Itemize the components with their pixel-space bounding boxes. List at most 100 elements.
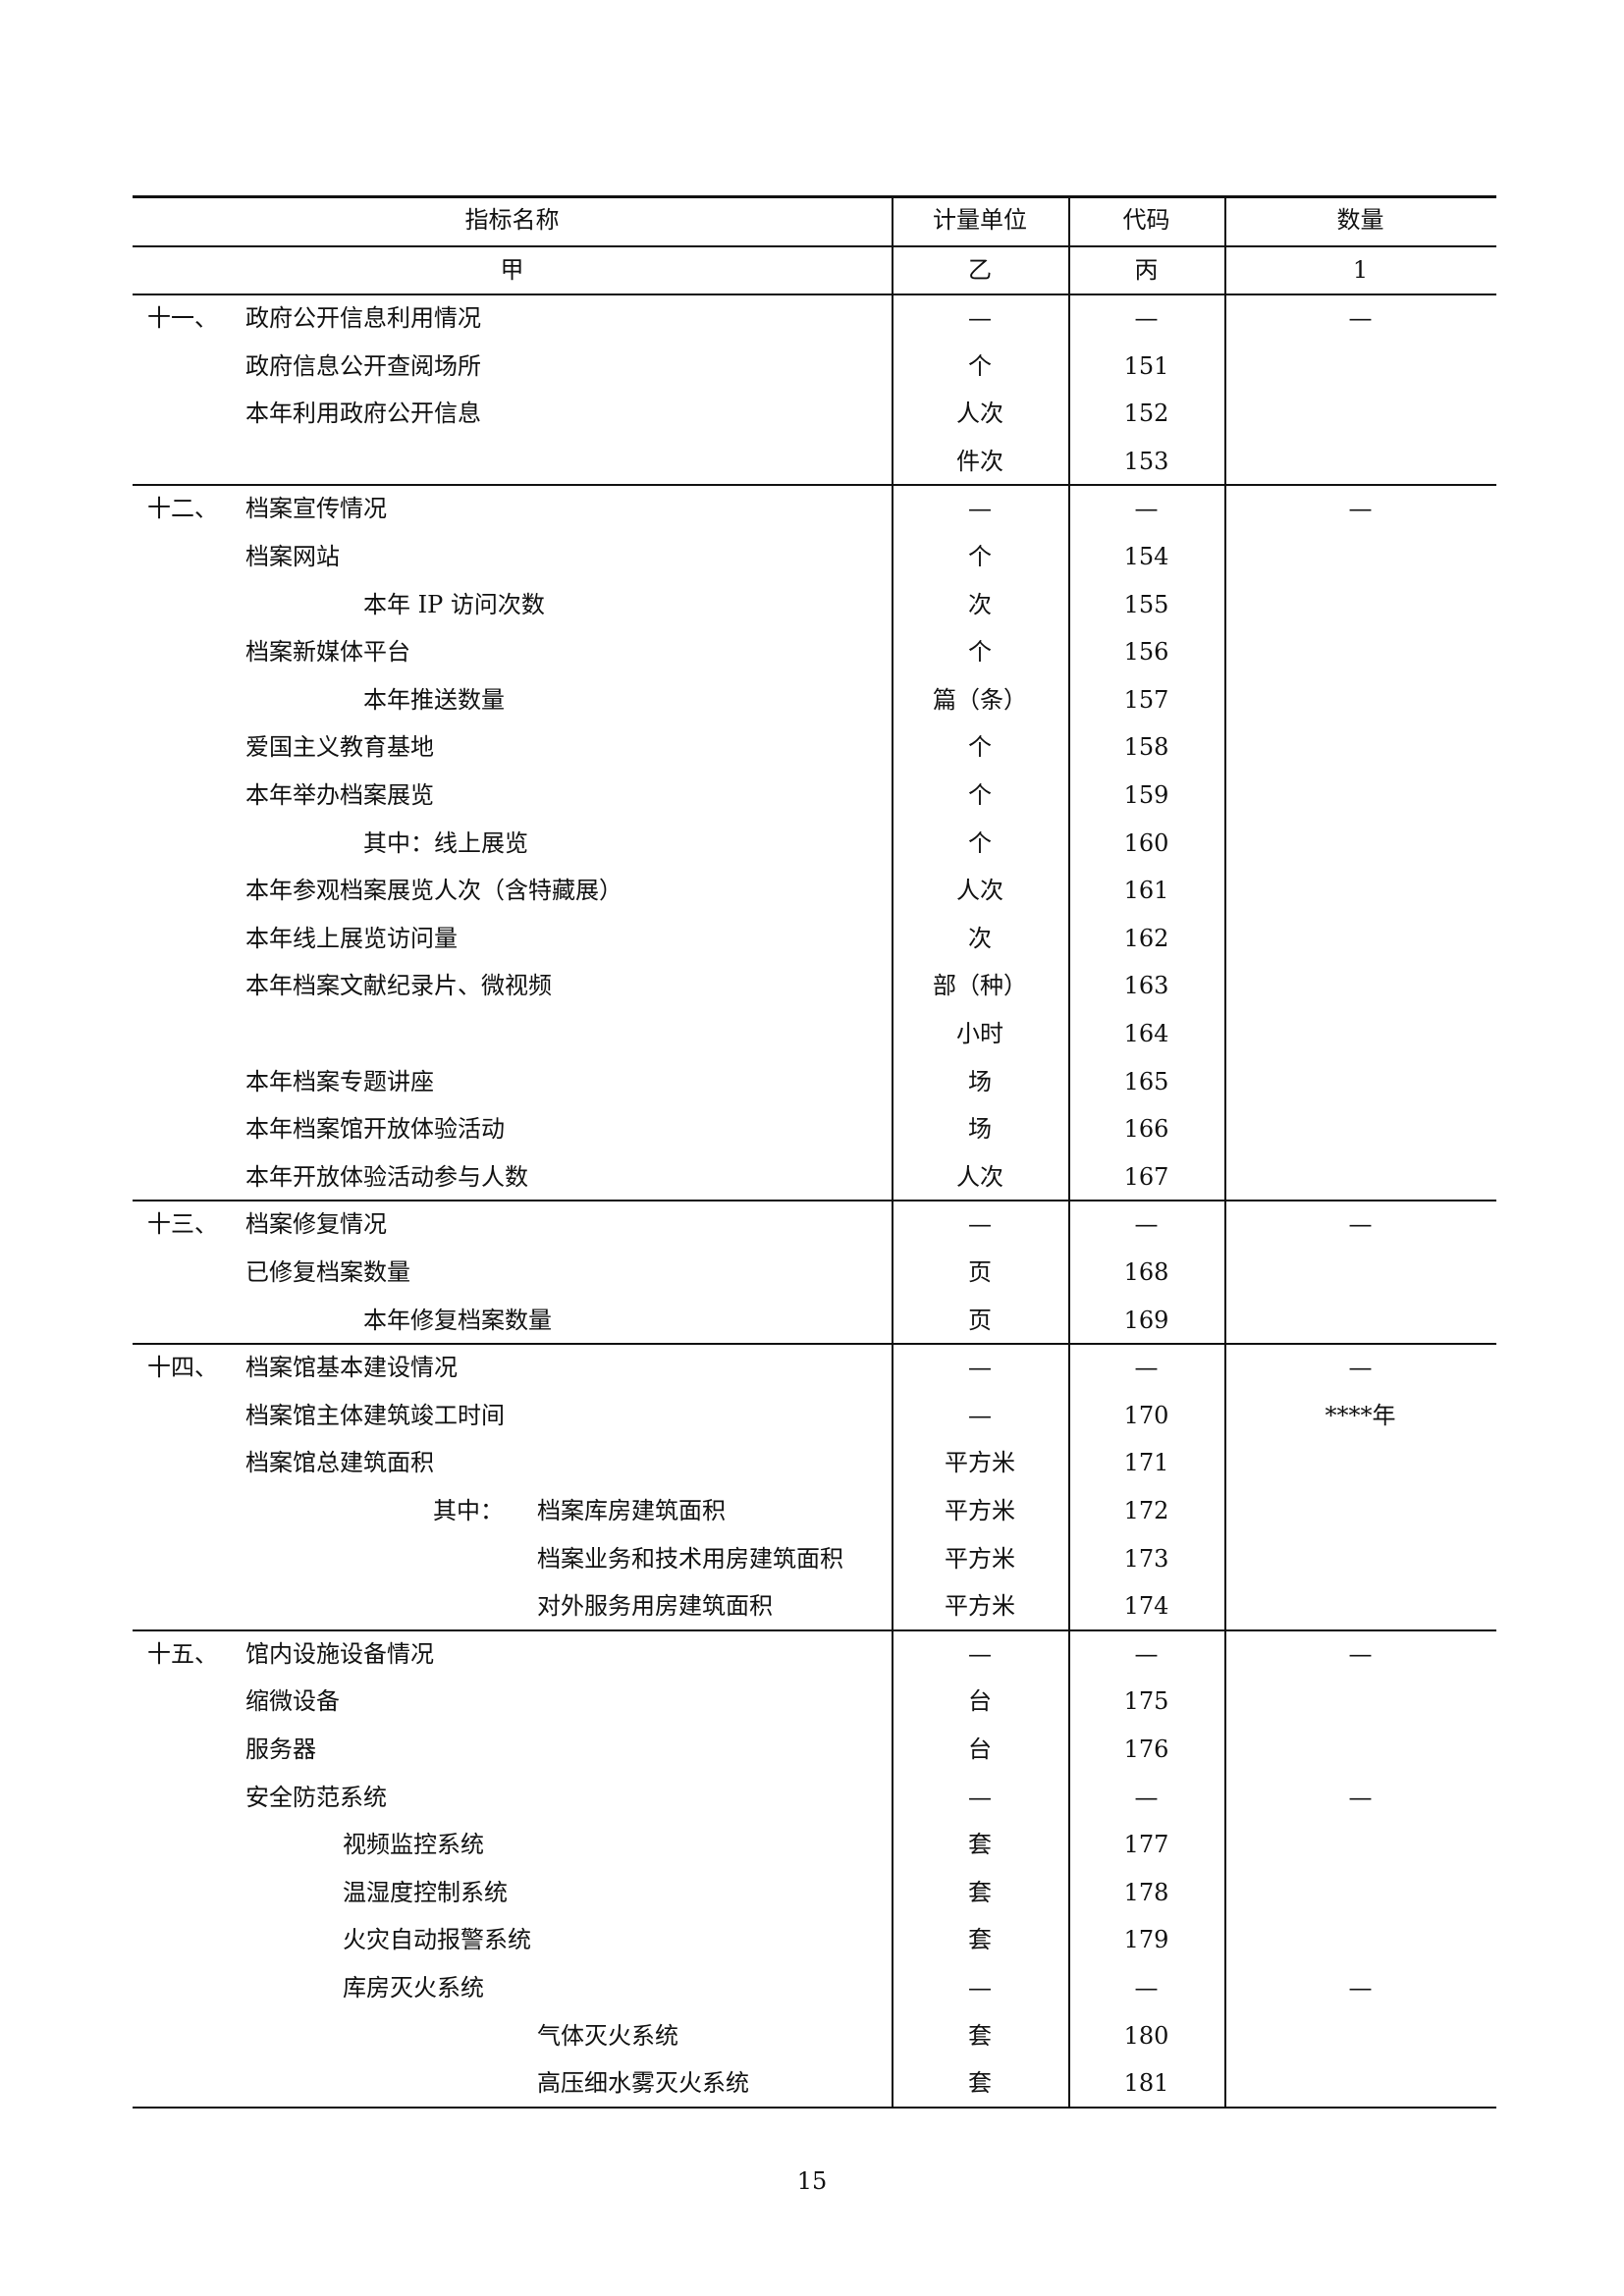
section-rule — [133, 1343, 1496, 1346]
unit: 套 — [968, 1831, 992, 1859]
unit: 台 — [968, 1735, 992, 1763]
quantity: — — [1348, 1639, 1373, 1668]
table-row: 档案新媒体平台 个 156 — [133, 628, 1496, 676]
code-yi: 乙 — [968, 256, 992, 284]
unit: 平方米 — [945, 1592, 1015, 1621]
code: 164 — [1123, 1020, 1169, 1047]
code: 162 — [1123, 924, 1169, 952]
code: 176 — [1123, 1735, 1169, 1763]
table-row: 对外服务用房建筑面积 平方米 174 — [133, 1582, 1496, 1630]
unit: 平方米 — [945, 1544, 1015, 1573]
unit: 场 — [968, 1115, 992, 1144]
indicator-name: 本年档案专题讲座 — [245, 1067, 434, 1095]
unit: 次 — [968, 590, 992, 618]
code-1: 1 — [1352, 256, 1369, 284]
indicator-name: 档案修复情况 — [245, 1210, 387, 1239]
table-row: 政府信息公开查阅场所 个 151 — [133, 343, 1496, 391]
table-row: 本年档案文献纪录片、微视频 部（种） 163 — [133, 962, 1496, 1010]
quantity: — — [1348, 495, 1373, 523]
code: 179 — [1123, 1926, 1169, 1954]
table-row: 本年档案专题讲座 场 165 — [133, 1058, 1496, 1106]
header-bottom-rule — [133, 294, 1496, 295]
unit: — — [968, 304, 992, 332]
indicator-name: 气体灭火系统 — [537, 2021, 678, 2050]
header-row: 指标名称 计量单位 代码 数量 — [133, 195, 1496, 245]
table-row: 本年档案馆开放体验活动 场 166 — [133, 1105, 1496, 1153]
unit: — — [968, 1210, 992, 1239]
header-quantity: 数量 — [1336, 206, 1384, 234]
table-row: 温湿度控制系统 套 178 — [133, 1869, 1496, 1917]
table-row: 缩微设备 台 175 — [133, 1678, 1496, 1726]
section-rule — [133, 1629, 1496, 1631]
unit: 个 — [968, 543, 992, 570]
code: 173 — [1123, 1544, 1169, 1573]
indicator-name: 本年 IP 访问次数 — [363, 590, 545, 618]
unit: 件次 — [956, 447, 1003, 475]
code: 160 — [1123, 828, 1169, 857]
indicator-name: 其中：线上展览 — [363, 828, 528, 857]
indicator-name: 缩微设备 — [245, 1687, 340, 1716]
code: 172 — [1123, 1497, 1169, 1524]
unit: 页 — [968, 1306, 992, 1334]
unit: 部（种） — [933, 972, 1027, 1000]
indicator-name: 本年档案文献纪录片、微视频 — [245, 972, 552, 1000]
code: — — [1134, 304, 1159, 332]
indicator-name: 本年利用政府公开信息 — [245, 400, 481, 428]
section-rule — [133, 1200, 1496, 1202]
code: — — [1134, 1783, 1159, 1811]
indicator-name: 视频监控系统 — [343, 1831, 484, 1859]
section-rule — [133, 2106, 1496, 2109]
unit: 套 — [968, 2069, 992, 2098]
quantity: — — [1348, 1974, 1373, 2002]
table-row: 已修复档案数量 页 168 — [133, 1249, 1496, 1297]
code: 170 — [1123, 1401, 1169, 1429]
code-jia: 甲 — [500, 256, 524, 284]
unit: 个 — [968, 828, 992, 857]
unit: 平方米 — [945, 1449, 1015, 1477]
indicator-name: 本年参观档案展览人次（含特藏展） — [245, 877, 623, 905]
code: — — [1134, 1354, 1159, 1382]
unit: 套 — [968, 2021, 992, 2050]
indicator-name: 本年档案馆开放体验活动 — [245, 1115, 505, 1144]
code: 178 — [1123, 1878, 1169, 1906]
indicator-name: 档案库房建筑面积 — [537, 1497, 726, 1524]
section-rule — [133, 484, 1496, 487]
table-row: 档案业务和技术用房建筑面积 平方米 173 — [133, 1535, 1496, 1583]
column-divider — [1224, 195, 1226, 2109]
table-row: 本年举办档案展览 个 159 — [133, 772, 1496, 820]
indicator-name: 火灾自动报警系统 — [343, 1926, 531, 1954]
table-row: 十五、 馆内设施设备情况 — — — — [133, 1630, 1496, 1679]
table-row: 件次 153 — [133, 438, 1496, 486]
code: 165 — [1123, 1067, 1169, 1095]
top-rule — [133, 195, 1496, 198]
indicator-name: 档案新媒体平台 — [245, 638, 410, 667]
code: — — [1134, 1210, 1159, 1239]
indicator-name: 对外服务用房建筑面积 — [537, 1592, 773, 1621]
unit: 次 — [968, 924, 992, 952]
code: 156 — [1123, 638, 1169, 667]
table-row: 本年利用政府公开信息 人次 152 — [133, 390, 1496, 438]
unit: — — [968, 1354, 992, 1382]
table-row: 本年线上展览访问量 次 162 — [133, 915, 1496, 963]
quantity: ****年 — [1325, 1401, 1396, 1429]
table-row: 其中：线上展览 个 160 — [133, 820, 1496, 868]
table-row: 视频监控系统 套 177 — [133, 1821, 1496, 1869]
unit: 套 — [968, 1878, 992, 1906]
code: 161 — [1123, 877, 1169, 905]
code: — — [1134, 1974, 1159, 2002]
table-row: 火灾自动报警系统 套 179 — [133, 1916, 1496, 1964]
unit: 页 — [968, 1258, 992, 1286]
table-row: 其中： 档案库房建筑面积 平方米 172 — [133, 1487, 1496, 1535]
section-number: 十二、 — [147, 495, 218, 523]
header-indicator-name: 指标名称 — [464, 206, 560, 234]
indicator-name: 本年推送数量 — [363, 685, 505, 714]
section-number: 十一、 — [147, 304, 218, 332]
indicator-name: 本年开放体验活动参与人数 — [245, 1162, 528, 1191]
unit: 个 — [968, 733, 992, 762]
table-row: 库房灭火系统 — — — — [133, 1964, 1496, 2012]
code: 163 — [1123, 972, 1169, 1000]
code: 157 — [1123, 685, 1169, 714]
table-row: 本年参观档案展览人次（含特藏展） 人次 161 — [133, 867, 1496, 915]
section-number: 十四、 — [147, 1354, 218, 1382]
table-row: 档案馆总建筑面积 平方米 171 — [133, 1439, 1496, 1487]
